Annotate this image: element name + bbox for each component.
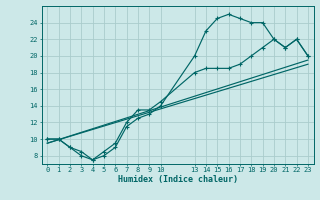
X-axis label: Humidex (Indice chaleur): Humidex (Indice chaleur)	[118, 175, 237, 184]
